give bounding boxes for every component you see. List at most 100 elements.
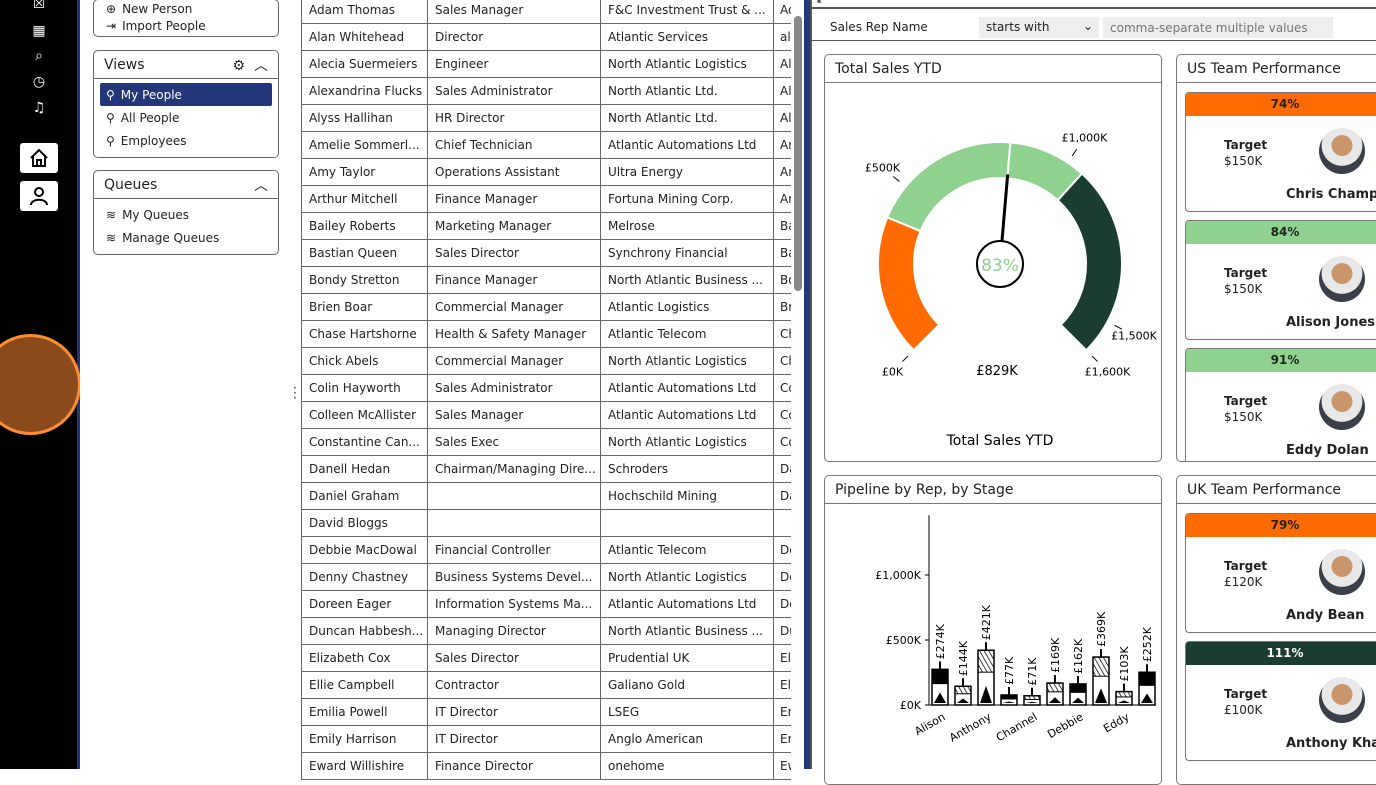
table-row[interactable]: Colin Hayworth Sales Administrator Atlanti… xyxy=(301,375,791,402)
queue-label: Manage Queues xyxy=(122,230,220,245)
gear-icon[interactable]: ⚙ xyxy=(232,57,246,74)
table-row[interactable]: Adam Thomas Sales Manager F&C Investment T… xyxy=(301,0,791,24)
new-person-label: New Person xyxy=(122,1,193,16)
table-row[interactable]: Alyss Hallihan HR Director North Atlantic … xyxy=(301,105,791,132)
history-icon[interactable]: ◷ xyxy=(32,74,46,90)
table-row[interactable]: Denny Chastney Business Systems Devel... N… xyxy=(301,564,791,591)
table-cell: Brien Boar xyxy=(301,294,427,320)
chevron-up-icon[interactable]: ︿ xyxy=(254,57,268,74)
table-cell xyxy=(427,510,600,536)
table-row[interactable]: Eward Willishire Finance Director onehome E… xyxy=(301,753,791,780)
table-row[interactable]: Emily Harrison IT Director Anglo American E… xyxy=(301,726,791,753)
table-cell: Al xyxy=(773,78,791,104)
person-button[interactable] xyxy=(20,181,58,211)
view-all-people[interactable]: ⚲ All People xyxy=(100,106,272,129)
view-label: My People xyxy=(120,87,182,102)
table-cell: Em xyxy=(773,726,791,752)
search-icon[interactable]: ⌕ xyxy=(35,48,43,64)
my-queues-link[interactable]: ≋ My Queues xyxy=(100,203,272,226)
operator-select[interactable]: starts with ⌄ xyxy=(979,17,1099,38)
rep-card[interactable]: 84% Target $150K Alison Jones xyxy=(1185,220,1376,340)
pipeline-chart: £0K £500K £1,000K £274K Alison £144K £421K Anth… xyxy=(875,515,1156,745)
bell-icon[interactable]: ♫ xyxy=(32,100,46,116)
close-icon[interactable]: ☒ xyxy=(32,0,46,12)
filter-value-input[interactable] xyxy=(1103,17,1333,38)
home-icon xyxy=(30,148,48,167)
table-cell: Eward Willishire xyxy=(301,753,427,779)
table-row[interactable]: David Bloggs xyxy=(301,510,791,537)
collapse-icon[interactable]: ↙ xyxy=(816,0,826,6)
rep-card[interactable]: 111% Target £100K Anthony Kha xyxy=(1185,641,1376,761)
table-cell: Contractor xyxy=(427,672,600,698)
table-row[interactable]: Daniel Graham Hochschild MiningDa xyxy=(301,483,791,510)
table-cell: Co xyxy=(773,375,791,401)
table-row[interactable]: Duncan Habbesh... Managing Director North … xyxy=(301,618,791,645)
table-cell: Finance Manager xyxy=(427,267,600,293)
pane-divider[interactable] xyxy=(804,0,810,769)
table-row[interactable]: Elizabeth Cox Sales Director Prudential UK… xyxy=(301,645,791,672)
data-label: £144K xyxy=(957,640,970,676)
table-row[interactable]: Debbie MacDowal Financial Controller Atlan… xyxy=(301,537,791,564)
x-tick-label: Anthony xyxy=(947,710,994,744)
table-row[interactable]: Bastian Queen Sales Director Synchrony Fin… xyxy=(301,240,791,267)
table-cell: Schroders xyxy=(600,456,773,482)
table-row[interactable]: Danell Hedan Chairman/Managing Dire... Sch… xyxy=(301,456,791,483)
table-cell: Atlantic Automations Ltd xyxy=(600,132,773,158)
table-cell: Chairman/Managing Dire... xyxy=(427,456,600,482)
table-cell: De xyxy=(773,564,791,590)
import-people-action[interactable]: ⇥ Import People xyxy=(100,17,272,35)
target-value: £100K xyxy=(1224,703,1263,717)
bar-stack-mark xyxy=(1049,697,1061,703)
chevron-up-icon[interactable]: ︿ xyxy=(254,177,268,194)
rep-card[interactable]: 91% Target $150K Eddy Dolan xyxy=(1185,348,1376,461)
view-employees[interactable]: ⚲ Employees xyxy=(100,129,272,152)
table-row[interactable]: Brien Boar Commercial Manager Atlantic Log… xyxy=(301,294,791,321)
gauge-tick xyxy=(1091,355,1098,362)
table-row[interactable]: Constantine Can... Sales Exec North Atlant… xyxy=(301,429,791,456)
table-row[interactable]: Alexandrina Flucks Sales Administrator Nor… xyxy=(301,78,791,105)
view-my-people[interactable]: ⚲ My People xyxy=(100,83,272,106)
table-row[interactable]: Ellie Campbell Contractor Galiano Gold El xyxy=(301,672,791,699)
add-icon: ⊕ xyxy=(106,1,117,16)
table-row[interactable]: Amy Taylor Operations Assistant Ultra Ener… xyxy=(301,159,791,186)
views-panel: Views ⚙ ︿ ⚲ My People ⚲ All People ⚲ Employe… xyxy=(93,50,279,158)
table-cell: Ch xyxy=(773,321,791,347)
scrollbar-thumb[interactable] xyxy=(794,16,802,291)
table-row[interactable]: Bondy Stretton Finance Manager North Atlan… xyxy=(301,267,791,294)
apps-icon[interactable]: ▦ xyxy=(32,23,46,39)
resize-handle[interactable]: · · · xyxy=(293,381,297,405)
operator-value: starts with xyxy=(986,20,1050,34)
table-row[interactable]: Doreen Eager Information Systems Ma... Atl… xyxy=(301,591,791,618)
bar-stack-mark xyxy=(1118,700,1130,703)
table-row[interactable]: Colleen McAllister Sales Manager Atlantic … xyxy=(301,402,791,429)
table-scrollbar[interactable] xyxy=(792,0,804,769)
table-row[interactable]: Alecia Suermeiers Engineer North Atlantic … xyxy=(301,51,791,78)
gauge-needle xyxy=(1000,174,1010,243)
table-row[interactable]: Arthur Mitchell Finance Manager Fortuna Mi… xyxy=(301,186,791,213)
table-cell: Chase Hartshorne xyxy=(301,321,427,347)
us-team-card: US Team Performance 74% Target $150K Chri… xyxy=(1176,54,1376,462)
rep-card[interactable]: 74% Target $150K Chris Champr xyxy=(1185,92,1376,212)
table-row[interactable]: Amelie Sommerl... Chief Technician Atlanti… xyxy=(301,132,791,159)
table-cell: Finance Director xyxy=(427,753,600,779)
target-value: $150K xyxy=(1224,154,1263,168)
table-row[interactable]: Chase Hartshorne Health & Safety Manager A… xyxy=(301,321,791,348)
actions-panel: ⊕ New Person ⇥ Import People xyxy=(93,0,279,37)
new-person-action[interactable]: ⊕ New Person xyxy=(100,0,272,17)
card-title: US Team Performance xyxy=(1177,55,1376,83)
table-cell: Business Systems Devel... xyxy=(427,564,600,590)
manage-queues-link[interactable]: ≋ Manage Queues xyxy=(100,226,272,249)
gauge-tick-label: £1,000K xyxy=(1062,132,1108,145)
table-cell: Sales Exec xyxy=(427,429,600,455)
home-button[interactable] xyxy=(20,143,58,173)
total-sales-card: Total Sales YTD £0K £500K £1,000K £1,500K £1… xyxy=(824,54,1162,462)
table-cell: Anglo American xyxy=(600,726,773,752)
table-row[interactable]: Chick Abels Commercial Manager North Atlan… xyxy=(301,348,791,375)
rep-card[interactable]: 79% Target £120K Andy Bean xyxy=(1185,513,1376,633)
table-cell: Co xyxy=(773,402,791,428)
table-cell: North Atlantic Ltd. xyxy=(600,105,773,131)
x-tick-label: Debbie xyxy=(1045,710,1085,741)
table-row[interactable]: Alan Whitehead Director Atlantic Services a… xyxy=(301,24,791,51)
